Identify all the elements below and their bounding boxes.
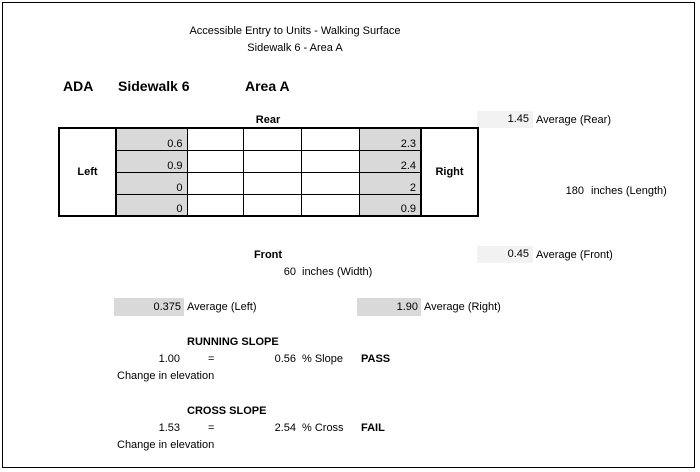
average-front-value: 0.45 — [477, 246, 533, 263]
grid-cell — [186, 171, 244, 195]
left-value-cell: 0 — [115, 171, 188, 195]
grid-cell — [300, 193, 360, 217]
cross-slope-result: FAIL — [361, 422, 385, 434]
running-slope-title: RUNNING SLOPE — [187, 336, 279, 348]
average-right-value: 1.90 — [357, 298, 421, 316]
grid-cell — [300, 127, 360, 151]
average-rear-value: 1.45 — [477, 111, 533, 128]
grid-cell — [242, 127, 302, 151]
left-value-cell: 0.9 — [115, 149, 188, 173]
cross-slope-caption: Change in elevation — [117, 439, 215, 451]
running-slope-caption: Change in elevation — [117, 370, 215, 382]
width-value: 60 — [283, 266, 296, 278]
average-left-value: 0.375 — [114, 298, 184, 316]
front-label: Front — [253, 249, 283, 261]
running-slope-value: 0.56 — [274, 353, 296, 365]
grid-cell — [242, 171, 302, 195]
sheet-title: Accessible Entry to Units - Walking Surf… — [189, 25, 401, 37]
left-value-cell: 0.6 — [115, 127, 188, 151]
rear-label: Rear — [255, 114, 281, 126]
average-rear-label: Average (Rear) — [536, 114, 611, 126]
right-side-label: Right — [420, 127, 479, 217]
running-slope-elevation: 1.00 — [158, 353, 180, 365]
cross-slope-title: CROSS SLOPE — [187, 405, 267, 417]
right-value-cell: 0.9 — [358, 193, 422, 217]
sidewalk-label: Sidewalk 6 — [118, 78, 190, 94]
left-side-label: Left — [58, 127, 117, 217]
running-slope-equals: = — [208, 353, 215, 365]
grid-cell — [186, 149, 244, 173]
measurement-grid: Left 0.6 2.3 Right 0.9 2.4 0 2 0 0.9 — [58, 127, 479, 217]
grid-cell — [242, 149, 302, 173]
sheet-subtitle: Sidewalk 6 - Area A — [247, 42, 343, 54]
grid-cell — [300, 149, 360, 173]
length-value: 180 — [565, 185, 584, 197]
average-right-label: Average (Right) — [424, 301, 501, 313]
cross-slope-unit: % Cross — [302, 422, 344, 434]
grid-cell — [186, 127, 244, 151]
average-front-label: Average (Front) — [536, 249, 613, 261]
running-slope-unit: % Slope — [302, 353, 343, 365]
cross-slope-equals: = — [208, 422, 215, 434]
cross-slope-elevation: 1.53 — [158, 422, 180, 434]
right-value-cell: 2.3 — [358, 127, 422, 151]
right-value-cell: 2 — [358, 171, 422, 195]
worksheet — [2, 2, 695, 468]
length-label: inches (Length) — [591, 185, 667, 197]
ada-label: ADA — [63, 78, 94, 94]
grid-cell — [300, 171, 360, 195]
left-value-cell: 0 — [115, 193, 188, 217]
grid-cell — [242, 193, 302, 217]
average-left-label: Average (Left) — [187, 301, 257, 313]
cross-slope-value: 2.54 — [274, 422, 296, 434]
right-value-cell: 2.4 — [358, 149, 422, 173]
grid-cell — [186, 193, 244, 217]
area-label: Area A — [245, 78, 290, 94]
running-slope-result: PASS — [361, 353, 391, 365]
width-label: inches (Width) — [302, 266, 373, 278]
